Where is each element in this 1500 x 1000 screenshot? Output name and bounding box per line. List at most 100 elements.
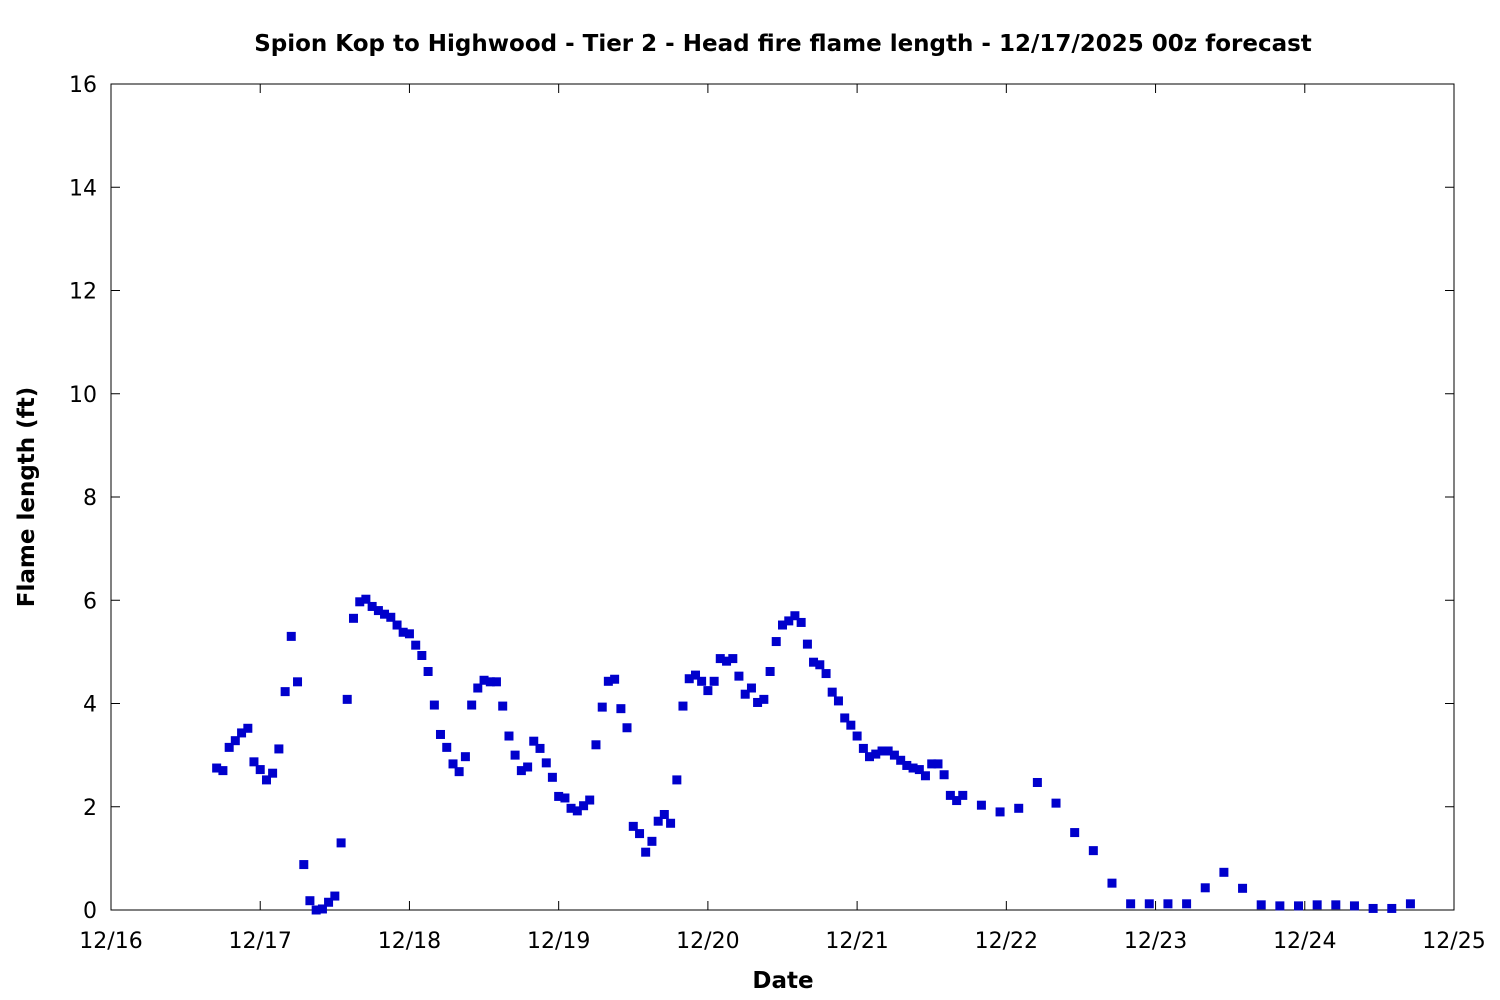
data-point xyxy=(703,686,713,696)
data-point xyxy=(473,683,483,693)
data-point xyxy=(858,743,868,753)
data-point xyxy=(212,763,222,773)
data-point xyxy=(237,728,247,738)
data-point xyxy=(684,674,694,684)
data-point xyxy=(485,677,495,687)
data-point xyxy=(635,829,645,839)
data-point xyxy=(821,669,831,679)
data-point xyxy=(1256,900,1266,910)
data-point xyxy=(790,611,800,621)
data-point xyxy=(516,766,526,776)
data-point xyxy=(479,675,489,685)
data-point xyxy=(324,897,334,907)
data-point xyxy=(1219,867,1229,877)
data-point xyxy=(355,597,365,607)
data-point xyxy=(535,743,545,753)
y-tick-label: 14 xyxy=(69,176,97,201)
data-point xyxy=(311,905,321,915)
data-point xyxy=(672,775,682,785)
data-point xyxy=(268,768,278,778)
data-point xyxy=(622,723,632,733)
data-point xyxy=(603,676,613,686)
data-point xyxy=(293,677,303,687)
data-point xyxy=(827,687,837,697)
data-point xyxy=(454,767,464,777)
data-point xyxy=(361,594,371,604)
data-point xyxy=(809,657,819,667)
data-point xyxy=(261,775,271,785)
data-point xyxy=(678,701,688,711)
data-point xyxy=(448,759,458,769)
data-point xyxy=(765,666,775,676)
y-tick-label: 8 xyxy=(83,486,97,511)
data-point xyxy=(1331,900,1341,910)
data-point xyxy=(920,771,930,781)
data-point xyxy=(1107,878,1117,888)
data-point xyxy=(1387,903,1397,913)
data-point xyxy=(541,758,551,768)
plot-frame xyxy=(110,83,1455,911)
data-point xyxy=(342,694,352,704)
data-point xyxy=(579,801,589,811)
data-point xyxy=(616,704,626,714)
data-point xyxy=(778,620,787,630)
data-point xyxy=(230,736,240,746)
data-point xyxy=(641,847,651,857)
data-point xyxy=(1200,883,1210,893)
data-point xyxy=(417,650,427,660)
data-point xyxy=(871,749,881,759)
data-point xyxy=(815,660,825,670)
chart-title: Spion Kop to Highwood - Tier 2 - Head fi… xyxy=(254,31,1312,57)
x-tick-label: 12/20 xyxy=(676,929,739,954)
data-point xyxy=(759,694,769,704)
data-point xyxy=(1368,903,1378,913)
data-point xyxy=(572,806,582,816)
x-axis-label: Date xyxy=(752,968,813,994)
data-point xyxy=(734,671,744,681)
data-point xyxy=(560,793,570,803)
data-point xyxy=(274,744,284,754)
data-point xyxy=(510,750,520,760)
data-point xyxy=(442,742,452,752)
data-point xyxy=(529,736,539,746)
data-point xyxy=(1275,901,1285,911)
data-point xyxy=(995,807,1005,817)
data-point xyxy=(591,740,601,750)
data-point xyxy=(1238,883,1248,893)
y-tick-labels: 0 2 4 6 8 10 12 14 16 xyxy=(69,73,97,924)
data-point xyxy=(299,860,309,870)
data-point xyxy=(411,640,421,650)
data-point xyxy=(218,766,228,776)
data-point xyxy=(1014,803,1024,813)
x-tick-label: 12/17 xyxy=(229,929,292,954)
data-point xyxy=(628,821,638,831)
data-point xyxy=(958,790,968,800)
data-point xyxy=(1088,846,1098,856)
data-point xyxy=(728,654,738,664)
data-point xyxy=(305,896,315,906)
x-tick-label: 12/16 xyxy=(79,929,142,954)
data-point xyxy=(460,752,470,762)
data-point xyxy=(491,677,501,687)
data-point xyxy=(902,760,912,770)
y-tick-label: 12 xyxy=(69,280,97,305)
data-point xyxy=(1405,899,1415,909)
data-point xyxy=(280,687,290,697)
data-point xyxy=(504,731,514,741)
data-point xyxy=(691,670,701,680)
data-point xyxy=(722,656,732,666)
data-point xyxy=(367,601,377,611)
data-point xyxy=(952,796,962,806)
y-tick-label: 6 xyxy=(83,589,97,614)
data-point xyxy=(1070,828,1080,838)
y-tick-label: 2 xyxy=(83,796,97,821)
data-point xyxy=(467,700,477,710)
data-point xyxy=(1144,899,1154,909)
x-tick-label: 12/22 xyxy=(975,929,1038,954)
data-point xyxy=(889,750,899,760)
data-point xyxy=(330,891,340,901)
data-point xyxy=(833,696,843,706)
data-point xyxy=(753,697,763,707)
data-point xyxy=(255,765,265,775)
